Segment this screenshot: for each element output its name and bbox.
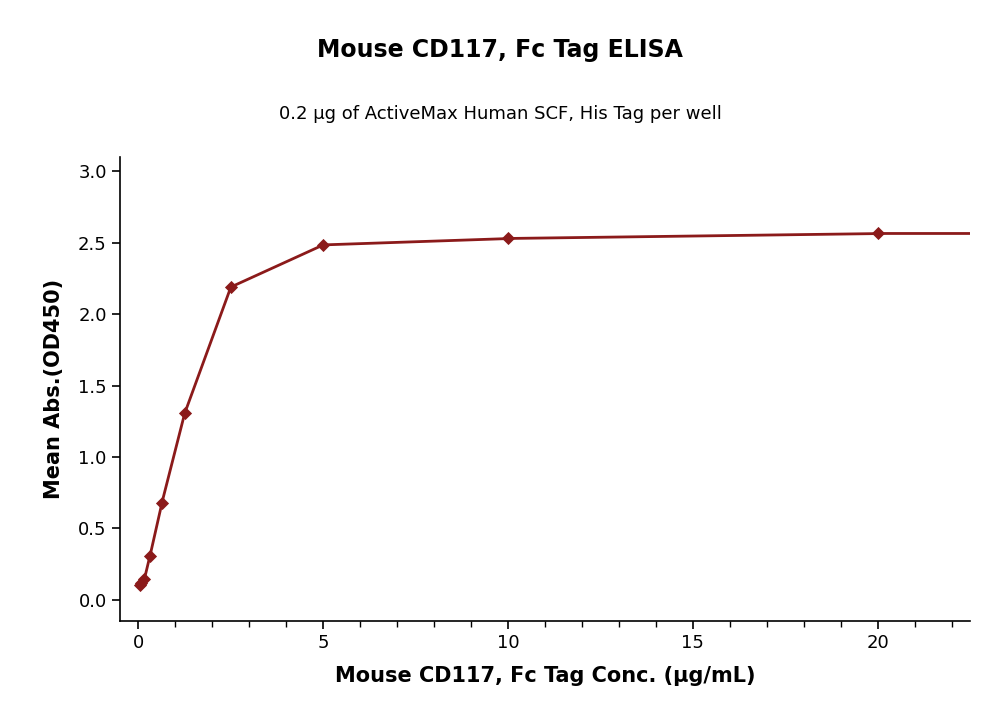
Point (132, 579, 148, 590)
Point (133, 577, 149, 588)
X-axis label: Mouse CD117, Fc Tag Conc. (μg/mL): Mouse CD117, Fc Tag Conc. (μg/mL) (335, 666, 755, 686)
Y-axis label: Mean Abs.(OD450): Mean Abs.(OD450) (44, 279, 64, 499)
Point (136, 573, 152, 585)
Point (223, 281, 239, 293)
Point (154, 498, 170, 509)
Point (177, 408, 193, 419)
Text: Mouse CD117, Fc Tag ELISA: Mouse CD117, Fc Tag ELISA (317, 38, 683, 62)
Point (142, 550, 158, 562)
Point (870, 228, 886, 239)
Point (315, 239, 331, 251)
Text: 0.2 μg of ActiveMax Human SCF, His Tag per well: 0.2 μg of ActiveMax Human SCF, His Tag p… (279, 105, 721, 124)
Point (500, 233, 516, 244)
